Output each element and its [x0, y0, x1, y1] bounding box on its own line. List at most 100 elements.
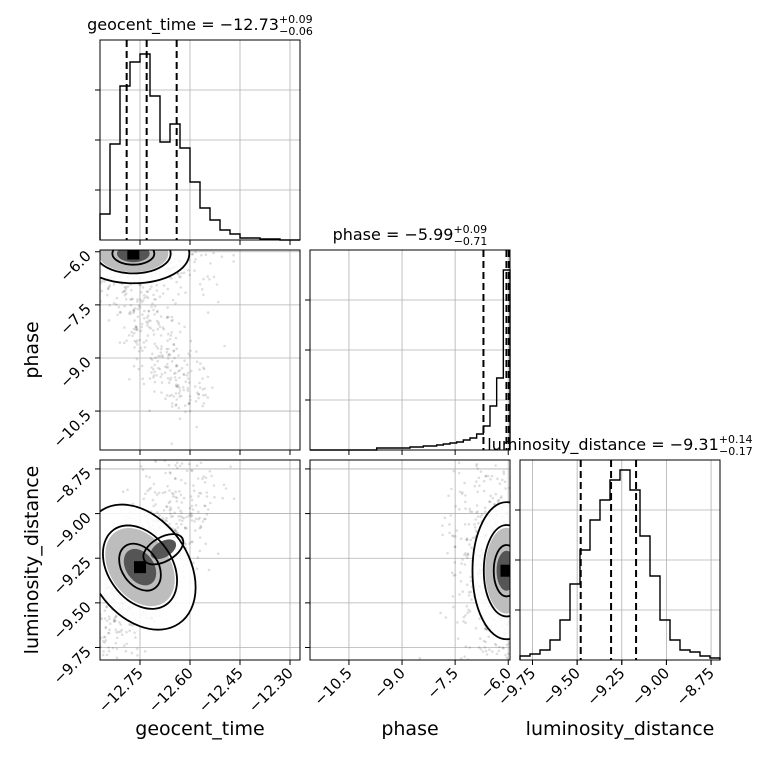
sample-point — [97, 291, 100, 294]
sample-point — [85, 644, 88, 647]
sample-point — [107, 615, 111, 618]
sample-point — [162, 284, 166, 287]
sample-point — [516, 532, 519, 535]
sample-point — [177, 354, 180, 357]
sample-point — [546, 540, 549, 543]
sample-point — [130, 651, 134, 655]
sample-point — [539, 501, 542, 504]
sample-point — [516, 542, 519, 545]
sample-point — [441, 533, 445, 537]
sample-point — [527, 493, 530, 496]
sample-point — [179, 514, 182, 518]
sample-point — [178, 386, 181, 390]
sample-point — [524, 587, 527, 590]
sample-point — [152, 308, 155, 312]
sample-point — [515, 506, 518, 509]
sample-point — [189, 398, 192, 402]
sample-point — [540, 607, 543, 610]
sample-point — [171, 514, 174, 518]
sample-point — [178, 275, 181, 278]
sample-point — [198, 527, 201, 530]
sample-point — [137, 229, 140, 232]
sample-point — [486, 474, 490, 478]
sample-point — [117, 305, 121, 309]
sample-point — [462, 620, 465, 623]
sample-point — [176, 383, 180, 387]
sample-point — [167, 501, 171, 505]
sample-point — [152, 229, 155, 232]
sample-point — [477, 476, 481, 480]
sample-point — [484, 640, 487, 644]
sample-point — [543, 632, 546, 635]
sample-point — [511, 599, 514, 602]
sample-point — [68, 234, 71, 237]
x-tick-label: −8.75 — [673, 664, 718, 709]
sample-point — [549, 625, 552, 628]
sample-point — [180, 478, 183, 482]
sample-point — [589, 599, 592, 602]
sample-point — [69, 234, 72, 237]
sample-point — [83, 290, 86, 293]
sample-point — [198, 536, 202, 539]
sample-point — [539, 621, 542, 624]
sample-point — [540, 546, 543, 549]
sample-point — [197, 396, 200, 400]
sample-point — [179, 438, 182, 441]
sample-point — [112, 618, 116, 622]
sample-point — [81, 282, 84, 285]
sample-point — [467, 591, 471, 594]
sample-point — [165, 366, 168, 369]
sample-point — [105, 209, 108, 212]
sample-point — [184, 221, 187, 224]
x-axis-label-geocent_time: geocent_time — [135, 718, 264, 740]
sample-point — [104, 625, 108, 629]
contour-line — [482, 524, 510, 618]
sample-point — [206, 275, 209, 278]
sample-point — [188, 506, 192, 510]
sample-point — [148, 287, 152, 291]
sample-point — [88, 593, 91, 596]
sample-point — [502, 470, 506, 473]
sample-point — [146, 314, 150, 317]
sample-point — [116, 313, 119, 317]
sample-point — [498, 645, 501, 649]
sample-point — [103, 635, 107, 639]
sample-point — [541, 630, 544, 633]
sample-point — [168, 213, 171, 216]
sample-point — [83, 243, 86, 246]
sample-point — [212, 246, 215, 249]
sample-point — [459, 661, 462, 664]
sample-point — [212, 275, 216, 279]
sample-point — [475, 463, 479, 466]
sample-point — [166, 287, 170, 291]
sample-point — [86, 639, 89, 642]
sample-point — [513, 605, 516, 608]
sample-point — [451, 534, 454, 537]
sample-point — [173, 372, 176, 375]
sample-point — [184, 243, 187, 246]
sample-point — [153, 313, 156, 316]
contour-line — [492, 544, 510, 598]
sample-point — [441, 524, 444, 527]
sample-point — [109, 680, 112, 683]
sample-point — [517, 571, 520, 574]
sample-point — [106, 293, 109, 297]
sample-point — [546, 624, 549, 627]
sample-point — [184, 410, 187, 414]
sample-point — [195, 425, 198, 429]
sample-point — [157, 323, 160, 326]
sample-point — [208, 470, 212, 473]
sample-point — [512, 544, 515, 547]
sample-point — [93, 256, 96, 259]
sample-point — [120, 628, 124, 632]
sample-point — [43, 623, 46, 626]
sample-point — [121, 235, 124, 238]
sample-point — [85, 229, 88, 232]
sample-point — [106, 287, 110, 290]
sample-point — [207, 247, 210, 250]
sample-point — [121, 490, 125, 494]
sample-point — [208, 247, 211, 250]
sample-point — [189, 515, 193, 518]
sample-point — [208, 425, 211, 428]
sample-point — [136, 315, 140, 319]
